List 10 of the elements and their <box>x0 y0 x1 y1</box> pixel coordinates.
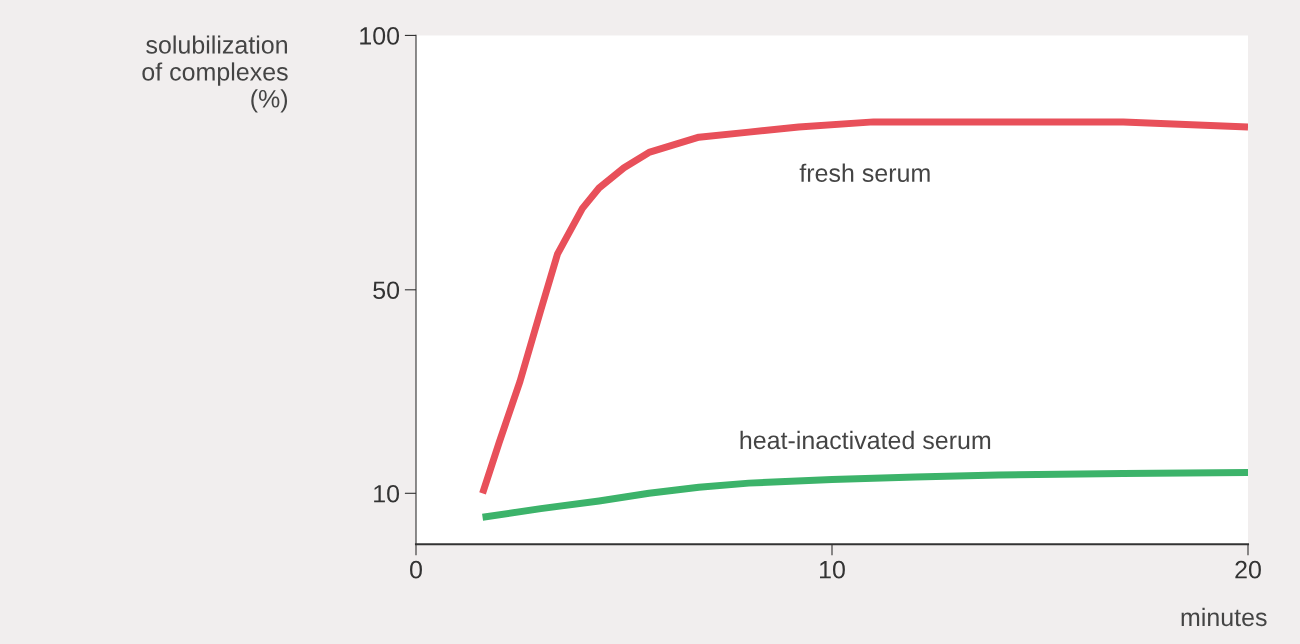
x-tick-label: 20 <box>1235 560 1261 579</box>
x-tick-label: 10 <box>820 560 845 579</box>
x-axis-title: minutes <box>1181 607 1267 627</box>
series-label: fresh serum <box>799 163 930 182</box>
y-axis-title: solubilization of complexes (%) <box>142 35 288 113</box>
y-tick-label: 100 <box>360 27 400 45</box>
y-tick-label: 50 <box>373 281 400 300</box>
y-tick-label: 10 <box>374 484 400 503</box>
x-tick-label: 0 <box>410 560 422 579</box>
series-label: heat-inactivated serum <box>740 430 991 450</box>
